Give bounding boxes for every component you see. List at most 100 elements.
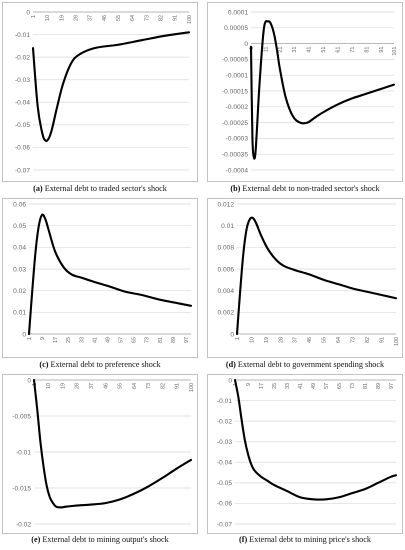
chart-a-xtick-label: 73 xyxy=(144,15,150,21)
chart-b-ytick-label: -0.00015 xyxy=(222,88,248,95)
chart-a-xtick-label: 37 xyxy=(88,15,94,21)
chart-c-ytick-label: 0.06 xyxy=(13,201,26,208)
chart-c-xtick-label: 1 xyxy=(27,337,33,340)
chart-a-frame xyxy=(2,2,198,182)
chart-c-frame xyxy=(2,198,198,358)
chart-c-xtick-label: 65 xyxy=(132,337,138,343)
chart-e-ytick-label: -0.01 xyxy=(16,449,31,456)
chart-d-ytick-label: 0.004 xyxy=(217,288,234,295)
chart-d-series-line xyxy=(235,216,398,336)
chart-d-xtick-label: 28 xyxy=(278,337,284,343)
chart-b-series-line xyxy=(249,20,396,160)
chart-f-xtick-label: 89 xyxy=(376,383,382,389)
chart-a-ytick-label: 0 xyxy=(26,9,30,16)
chart-f-xtick-label: 25 xyxy=(272,383,278,389)
chart-c-xtick-label: 25 xyxy=(66,337,72,343)
chart-c-ytick-label: 0.04 xyxy=(13,245,26,252)
chart-e-ytick-label: -0.015 xyxy=(12,485,31,492)
chart-b-xtick-label: 31 xyxy=(292,47,298,53)
chart-f-xtick-label: 81 xyxy=(363,383,369,389)
caption-d: (d) External debt to government spending… xyxy=(207,360,403,369)
chart-b-xtick-label: 41 xyxy=(307,47,313,53)
chart-d-xtick-label: 82 xyxy=(365,337,371,343)
chart-e-ytick-label: -0.005 xyxy=(12,413,31,420)
chart-f-series-line xyxy=(233,378,398,501)
caption-b: (b) External debt to non-traded sector's… xyxy=(207,184,403,193)
chart-d-ytick-label: 0.002 xyxy=(217,310,234,317)
caption-e-text: External debt to mining output's shock xyxy=(42,535,169,544)
chart-c-xtick-label: 97 xyxy=(184,337,190,343)
chart-c-xtick-label: 57 xyxy=(119,337,125,343)
chart-f-ytick-label: -0.02 xyxy=(217,418,232,425)
chart-e-xtick-label: 100 xyxy=(189,383,195,392)
chart-d-ytick-label: 0 xyxy=(230,331,234,338)
chart-b-ytick-label: 0 xyxy=(244,41,248,48)
chart-d-xtick-label: 1 xyxy=(235,337,241,340)
chart-a-ytick-label: -0.05 xyxy=(15,122,30,129)
chart-d-ytick-label: 0.012 xyxy=(217,201,234,208)
chart-d-xtick-label: 73 xyxy=(351,337,357,343)
chart-panel-b: 0.0001 0.00005 0 -0.00005 -0.0001 -0.00015 -0.… xyxy=(207,2,403,198)
chart-e-xtick-label: 19 xyxy=(60,383,66,389)
caption-f: (f) External debt to mining price's shoc… xyxy=(207,535,403,544)
chart-b-xtick-label: 61 xyxy=(336,47,342,53)
chart-c-xtick-label: 89 xyxy=(171,337,177,343)
chart-d-xtick-label: 100 xyxy=(394,337,400,346)
chart-d-plot: 0.012 0.01 0.008 0.006 0.004 0.002 01 10 19 28 37 4… xyxy=(207,198,403,358)
chart-f-ytick-label: 0 xyxy=(228,377,232,384)
chart-a-xtick-label: 10 xyxy=(45,15,51,21)
chart-a-ytick-label: -0.03 xyxy=(15,77,30,84)
chart-d-xtick-label: 37 xyxy=(293,337,299,343)
chart-f-xtick-label: 41 xyxy=(298,383,304,389)
chart-a-xtick-label: 82 xyxy=(159,15,165,21)
chart-e-ytick-label: 0 xyxy=(27,377,31,384)
chart-panel-e: 0 -0.005 -0.01 -0.015 -0.02 1 10 19 28 37 46 55 64 73… xyxy=(2,374,198,548)
chart-e-xtick-label: 73 xyxy=(146,383,152,389)
chart-e-xtick-label: 37 xyxy=(89,383,95,389)
chart-b-ytick-label: -0.0001 xyxy=(226,73,249,80)
chart-d-ytick-label: 0.01 xyxy=(221,223,234,230)
chart-b-xtick-label: 71 xyxy=(350,47,356,53)
chart-a-xtick-label: 46 xyxy=(102,15,108,21)
chart-d-xtick-label: 91 xyxy=(379,337,385,343)
chart-a-xtick-label: 91 xyxy=(173,15,179,21)
chart-f-xtick-label: 65 xyxy=(337,383,343,389)
chart-c-xtick-label: 17 xyxy=(53,337,59,343)
chart-c-xtick-label: 41 xyxy=(92,337,98,343)
chart-c-xtick-label: 81 xyxy=(158,337,164,343)
chart-a-ytick-label: -0.07 xyxy=(15,167,30,174)
chart-e-xtick-label: 82 xyxy=(160,383,166,389)
chart-b-ytick-label: 0.0001 xyxy=(228,9,249,16)
chart-e-xtick-label: 28 xyxy=(75,383,81,389)
chart-c-ytick-label: 0.02 xyxy=(13,288,26,295)
chart-f-ytick-label: -0.05 xyxy=(217,480,232,487)
chart-c-plot: 0.06 0.05 0.04 0.03 0.02 0.01 01 9 17 25 33 41 49 57 6… xyxy=(2,198,198,358)
chart-panel-a: 0 -0.01 -0.02 -0.03 -0.04 -0.05 -0.06 -0.07 1 10 1… xyxy=(2,2,198,198)
chart-e-ytick-label: -0.02 xyxy=(16,521,31,528)
caption-e: (e) External debt to mining output's sho… xyxy=(2,535,198,544)
chart-f-ytick-label: -0.01 xyxy=(217,398,232,405)
chart-a-ytick-label: -0.01 xyxy=(15,32,30,39)
chart-d-xtick-label: 19 xyxy=(264,337,270,343)
chart-c-ytick-label: 0.01 xyxy=(13,310,26,317)
chart-f-xtick-label: 97 xyxy=(389,383,395,389)
caption-f-text: External debt to mining price's shock xyxy=(249,535,371,544)
chart-b-xtick-label: 81 xyxy=(364,47,370,53)
chart-f-xtick-label: 33 xyxy=(285,383,291,389)
chart-a-xtick-label: 55 xyxy=(116,15,122,21)
caption-c: (c) External debt to preference shock xyxy=(2,360,198,369)
chart-b-ytick-label: -0.00005 xyxy=(222,57,248,64)
chart-panel-f: 0 -0.01 -0.02 -0.03 -0.04 -0.05 -0.06 -0.07 1 9 17… xyxy=(207,374,403,548)
chart-d-xtick-label: 10 xyxy=(249,337,255,343)
chart-f-ytick-label: -0.06 xyxy=(217,501,232,508)
chart-a-xtick-label: 100 xyxy=(187,15,193,24)
chart-d-ytick-label: 0.006 xyxy=(217,266,234,273)
chart-e-xtick-label: 55 xyxy=(118,383,124,389)
chart-f-xtick-label: 49 xyxy=(311,383,317,389)
chart-b-ytick-label: 0.00005 xyxy=(224,25,248,32)
caption-d-letter: (d) xyxy=(225,360,236,369)
chart-b-ytick-label: -0.00025 xyxy=(222,120,248,127)
chart-d-xtick-label: 64 xyxy=(336,337,342,343)
chart-d-xtick-label: 55 xyxy=(322,337,328,343)
